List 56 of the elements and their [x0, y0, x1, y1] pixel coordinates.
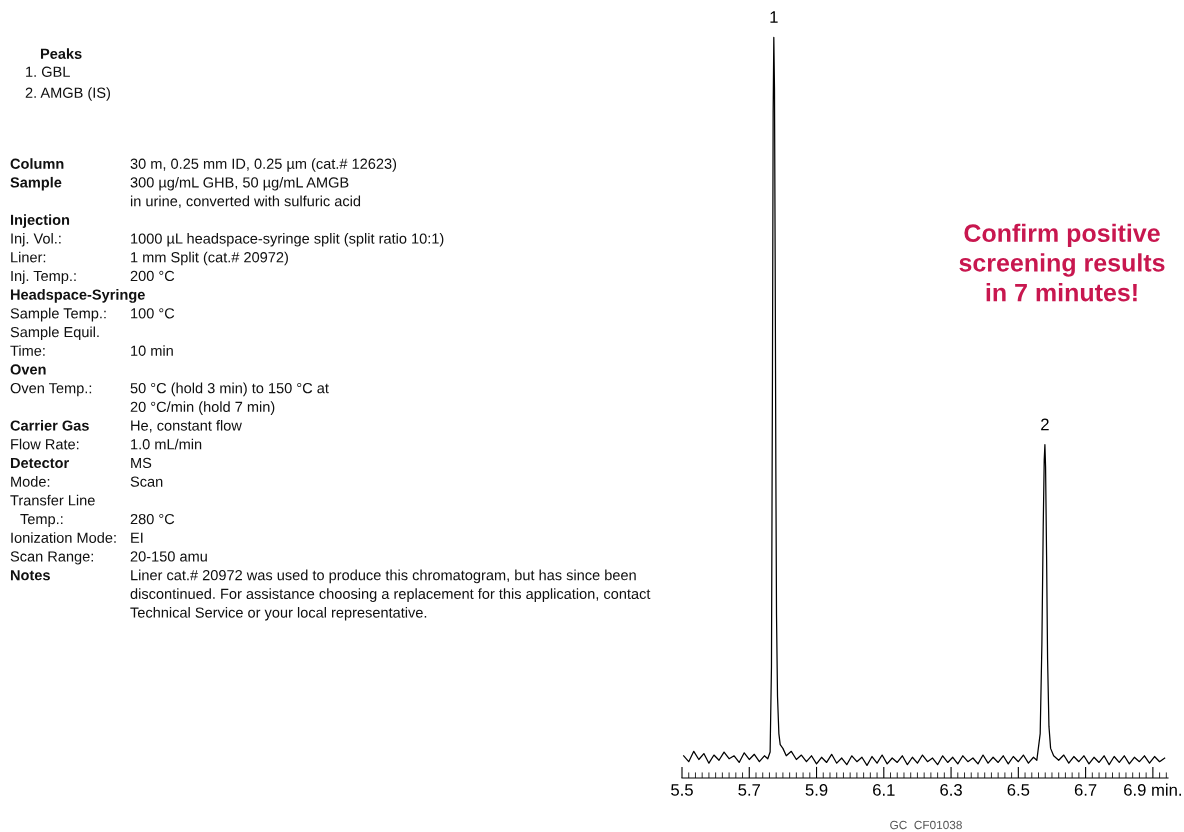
text: He, constant flow	[131, 420, 242, 433]
text: Liner:	[11, 251, 46, 263]
text: 200 °C	[130, 270, 175, 282]
x-tick-label: 6.5	[1007, 784, 1030, 796]
text: 50 °C (hold 3 min) to 150 °C at	[130, 382, 329, 397]
x-tick-label: 5.5	[671, 784, 693, 796]
text: in urine, converted with sulfuric acid	[130, 195, 361, 209]
text: Temp.:	[20, 514, 63, 528]
annotation: 1	[770, 11, 778, 23]
text: Sample Equil.	[10, 326, 99, 341]
text: Headspace-Syringe	[10, 289, 145, 303]
x-tick-label: 6.1	[873, 784, 895, 796]
text: Notes	[10, 570, 50, 581]
text: 1000 µL headspace-syringe split (split ratio 10:1)	[131, 233, 444, 247]
text: Inj. Vol.:	[11, 233, 61, 247]
annotation: Confirm positive screening results in 7 minutes!	[959, 223, 1165, 302]
text: 300 µg/mL GHB, 50 µg/mL AMGB	[130, 176, 349, 191]
text: 100 °C	[131, 308, 175, 319]
text: 1 mm Split (cat.# 20972)	[131, 251, 288, 266]
text: Liner cat.# 20972 was used to produce this chromatogram, but has since been	[131, 569, 636, 584]
text: Detector	[10, 457, 69, 469]
text: 280 °C	[130, 513, 175, 525]
text: Sample Temp.:	[10, 307, 106, 322]
x-tick-label: 5.7	[738, 784, 761, 796]
text: Oven	[10, 364, 46, 375]
annotation: 2	[1041, 418, 1049, 431]
text: 10 min	[131, 345, 173, 356]
text: MS	[131, 457, 152, 469]
text: Ionization Mode:	[11, 532, 116, 543]
text: EI	[131, 532, 143, 543]
text: discontinued. For assistance choosing a replacement for this application, contact	[130, 588, 651, 602]
text: Injection	[10, 214, 70, 228]
text: Transfer Line	[10, 494, 95, 506]
text: Time:	[10, 345, 45, 356]
text: Column	[10, 158, 64, 169]
text: Scan Range:	[10, 551, 93, 565]
text: 20-150 amu	[130, 551, 207, 562]
text: Carrier Gas	[10, 420, 89, 431]
text: Inj. Temp.:	[11, 270, 76, 284]
text: Oven Temp.:	[10, 382, 92, 397]
x-tick-label: 6.7	[1074, 784, 1097, 796]
x-tick-label: 5.9	[805, 784, 828, 796]
text: Flow Rate:	[11, 438, 79, 450]
x-tick-label: 6.3	[940, 784, 962, 796]
x-tick-label: 6.9 min.	[1124, 783, 1181, 796]
text: Technical Service or your local representative.	[130, 607, 427, 621]
text: 2. AMGB (IS)	[25, 87, 110, 101]
text: Mode:	[11, 476, 50, 487]
text: Peaks	[40, 48, 82, 59]
text: 1.0 mL/min	[131, 438, 202, 450]
text: GC CF01038	[890, 820, 962, 830]
text: 20 °C/min (hold 7 min)	[130, 401, 275, 415]
text: 30 m, 0.25 mm ID, 0.25 µm (cat.# 12623)	[130, 158, 397, 172]
text: Sample	[10, 176, 62, 191]
text: 1. GBL	[26, 66, 70, 77]
text: Scan	[130, 476, 163, 487]
